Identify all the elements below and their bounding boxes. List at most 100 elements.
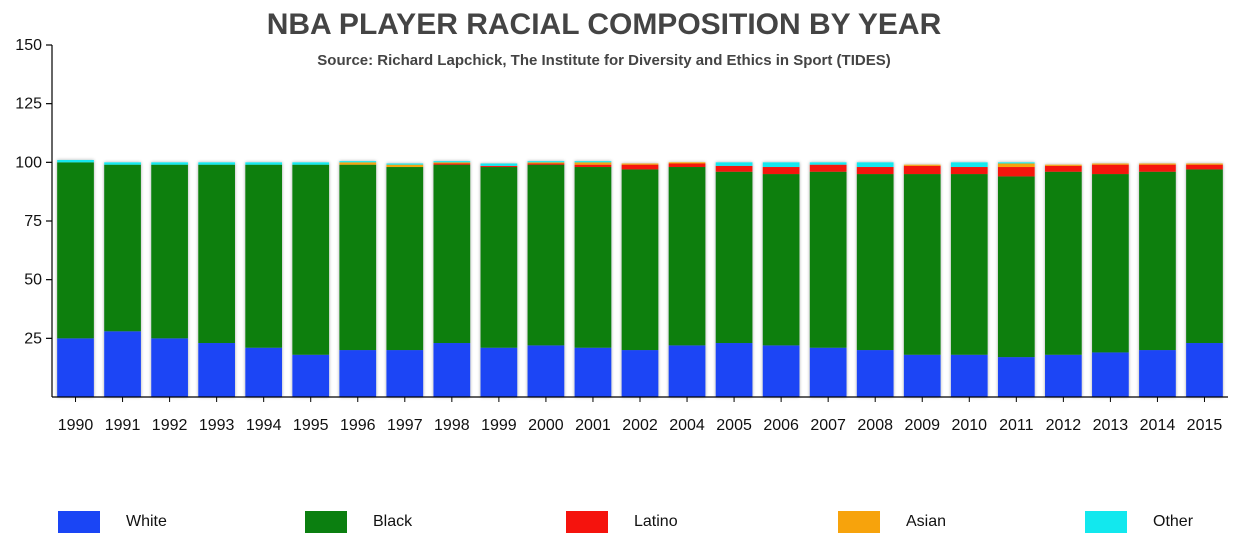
bar-segment-latino-2012 bbox=[1045, 165, 1082, 172]
bar-stack-1999 bbox=[480, 163, 518, 397]
bar-segment-white-2002 bbox=[621, 350, 659, 397]
bar-segment-other-1995 bbox=[292, 162, 330, 165]
bar-segment-white-2010 bbox=[950, 354, 988, 397]
bar-segment-black-2001 bbox=[574, 167, 612, 348]
bar-segment-black-2007 bbox=[809, 171, 847, 348]
bar-segment-black-1991 bbox=[104, 164, 141, 332]
bar-segment-white-1993 bbox=[198, 343, 235, 397]
bar-stack-2012 bbox=[1045, 164, 1082, 397]
bar-segment-black-1993 bbox=[198, 164, 235, 344]
bar-segment-white-2012 bbox=[1045, 354, 1082, 397]
bar-segment-other-1991 bbox=[104, 162, 141, 165]
bar-segment-other-2006 bbox=[762, 162, 800, 168]
bar-segment-white-1991 bbox=[104, 331, 141, 397]
bar-segment-latino-2010 bbox=[950, 167, 988, 175]
bar-segment-latino-2011 bbox=[997, 167, 1035, 177]
bar-segment-latino-2000 bbox=[527, 163, 565, 165]
bar-segment-black-1994 bbox=[245, 164, 283, 348]
y-tick-label: 150 bbox=[15, 37, 42, 54]
bar-stack-1993 bbox=[198, 162, 235, 397]
bar-segment-latino-2013 bbox=[1092, 164, 1129, 175]
bar-segment-asian-2009 bbox=[903, 164, 941, 166]
bar-stack-2014 bbox=[1139, 163, 1176, 397]
bar-segment-latino-2009 bbox=[903, 165, 941, 175]
bar-stack-2010 bbox=[950, 162, 988, 397]
x-tick-label: 2010 bbox=[951, 417, 987, 434]
bar-stack-1996 bbox=[339, 161, 377, 397]
y-tick-label: 75 bbox=[24, 213, 42, 230]
bar-stack-2001 bbox=[574, 161, 612, 397]
bar-segment-other-1990 bbox=[57, 159, 94, 163]
bar-segment-other-2007 bbox=[809, 162, 847, 165]
bar-segment-white-1997 bbox=[386, 350, 424, 397]
bar-stack-1998 bbox=[433, 161, 471, 397]
bar-segment-white-1999 bbox=[480, 347, 518, 397]
bar-segment-asian-2011 bbox=[997, 163, 1035, 168]
x-tick-label: 1990 bbox=[58, 417, 94, 434]
bar-segment-white-1998 bbox=[433, 343, 471, 397]
legend-label: Other bbox=[1153, 513, 1194, 530]
bar-segment-black-2014 bbox=[1139, 171, 1176, 351]
x-tick-label: 1996 bbox=[340, 417, 376, 434]
x-tick-label: 2014 bbox=[1140, 417, 1176, 434]
x-tick-label: 1999 bbox=[481, 417, 517, 434]
bar-segment-white-2006 bbox=[762, 345, 800, 397]
y-tick-label: 25 bbox=[24, 330, 42, 347]
x-tick-label: 2008 bbox=[857, 417, 893, 434]
bar-segment-other-1997 bbox=[386, 163, 424, 165]
bar-stack-2004 bbox=[668, 162, 706, 397]
x-tick-label: 1994 bbox=[246, 417, 282, 434]
x-tick-label: 2015 bbox=[1187, 417, 1223, 434]
bar-segment-other-2000 bbox=[527, 161, 565, 163]
legend-label: Black bbox=[373, 513, 413, 530]
x-tick-label: 2012 bbox=[1046, 417, 1082, 434]
bar-stack-2011 bbox=[997, 162, 1035, 397]
chart-subtitle: Source: Richard Lapchick, The Institute … bbox=[317, 52, 891, 69]
bar-segment-black-2015 bbox=[1186, 169, 1223, 344]
x-tick-label: 2000 bbox=[528, 417, 564, 434]
x-tick-label: 2001 bbox=[575, 417, 611, 434]
bar-segment-black-2009 bbox=[903, 174, 941, 355]
x-tick-label: 1995 bbox=[293, 417, 329, 434]
bar-segment-white-1990 bbox=[57, 338, 94, 397]
bar-segment-black-1992 bbox=[151, 164, 188, 339]
bar-segment-asian-1998 bbox=[433, 162, 471, 164]
x-tick-label: 1993 bbox=[199, 417, 235, 434]
y-tick-label: 125 bbox=[15, 96, 42, 113]
bar-segment-white-2007 bbox=[809, 347, 847, 397]
bar-segment-latino-2015 bbox=[1186, 164, 1223, 170]
bar-segment-black-2012 bbox=[1045, 171, 1082, 355]
bar-stack-2000 bbox=[527, 161, 565, 397]
bar-segment-white-2005 bbox=[715, 343, 753, 397]
legend-swatch bbox=[566, 511, 608, 533]
x-tick-label: 2004 bbox=[669, 417, 705, 434]
x-tick-label: 2002 bbox=[622, 417, 658, 434]
x-tick-label: 2007 bbox=[810, 417, 846, 434]
legend-label: Latino bbox=[634, 513, 678, 530]
bar-segment-black-2005 bbox=[715, 171, 753, 344]
bar-segment-white-2014 bbox=[1139, 350, 1176, 397]
x-tick-label: 2009 bbox=[904, 417, 940, 434]
bar-segment-latino-1998 bbox=[433, 163, 471, 165]
bar-segment-white-1995 bbox=[292, 354, 330, 397]
bar-segment-asian-1997 bbox=[386, 164, 424, 168]
bar-segment-black-2011 bbox=[997, 176, 1035, 358]
bar-segment-other-1996 bbox=[339, 161, 377, 163]
bar-stack-1997 bbox=[386, 163, 424, 397]
bar-segment-other-1992 bbox=[151, 162, 188, 165]
bar-stack-1995 bbox=[292, 162, 330, 397]
bar-stack-2007 bbox=[809, 162, 847, 397]
bar-stack-1991 bbox=[104, 162, 141, 397]
bar-segment-white-2011 bbox=[997, 357, 1035, 397]
bar-segment-asian-2001 bbox=[574, 162, 612, 165]
bar-segment-asian-2014 bbox=[1139, 163, 1176, 165]
x-axis: 1990 1991 1992 1993 1994 1995 1996 1997 1998 1999… bbox=[52, 396, 1228, 434]
bar-stack-2006 bbox=[762, 162, 800, 397]
x-tick-label: 1992 bbox=[152, 417, 188, 434]
x-tick-label: 1998 bbox=[434, 417, 470, 434]
bar-segment-white-2009 bbox=[903, 354, 941, 397]
bar-segment-other-2001 bbox=[574, 161, 612, 163]
bar-segment-black-1995 bbox=[292, 164, 330, 355]
bar-segment-asian-2004 bbox=[668, 162, 706, 164]
bar-segment-other-2011 bbox=[997, 162, 1035, 164]
